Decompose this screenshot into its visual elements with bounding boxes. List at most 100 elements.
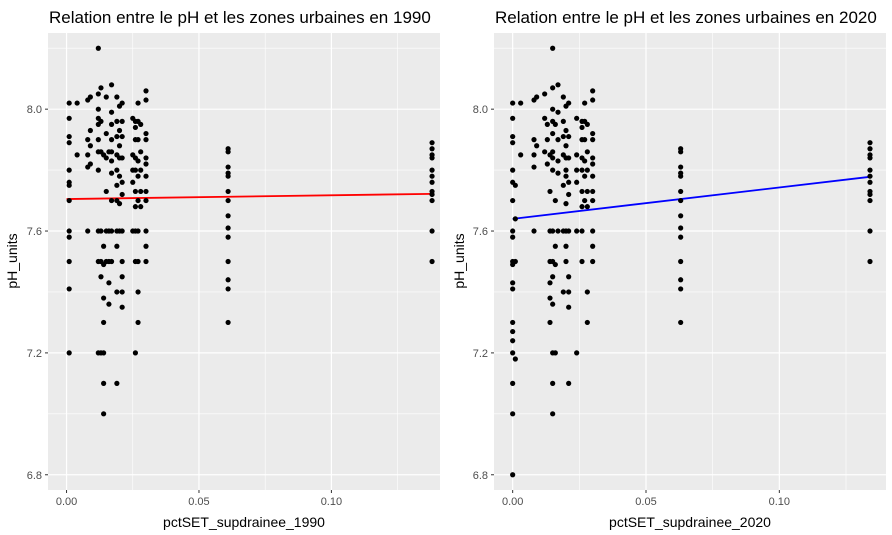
x-tick-label: 0.10 — [769, 496, 790, 508]
data-point — [103, 130, 109, 137]
data-point — [510, 319, 516, 326]
data-point — [590, 243, 596, 249]
data-point — [108, 137, 115, 143]
data-point — [584, 167, 590, 173]
data-point — [547, 188, 553, 195]
y-axis-label: pH_units — [451, 233, 467, 288]
data-point — [103, 94, 109, 100]
data-point — [512, 182, 518, 188]
data-point — [574, 179, 580, 185]
data-point — [225, 164, 231, 170]
data-point — [550, 274, 556, 280]
data-point — [550, 106, 556, 112]
data-point — [542, 149, 548, 155]
data-point — [867, 191, 873, 198]
data-point — [566, 133, 572, 140]
data-point — [550, 411, 556, 417]
data-point — [95, 45, 101, 51]
data-point — [103, 155, 109, 161]
data-point — [678, 149, 684, 155]
data-point — [678, 258, 684, 265]
data-point — [225, 258, 231, 265]
data-point — [510, 228, 516, 234]
data-point — [66, 115, 72, 121]
data-point — [66, 228, 72, 234]
data-point — [108, 170, 115, 176]
data-point — [563, 201, 569, 207]
data-point — [512, 356, 518, 362]
data-point — [590, 155, 596, 161]
data-point — [590, 173, 596, 179]
data-point — [531, 152, 537, 158]
data-point — [552, 261, 558, 268]
data-point — [584, 319, 590, 326]
data-point — [555, 158, 561, 164]
data-point — [552, 243, 558, 249]
data-point — [101, 411, 107, 417]
data-point — [542, 91, 548, 97]
data-point — [119, 133, 125, 140]
trend-line — [512, 175, 871, 220]
x-tick-label: 0.05 — [188, 496, 209, 508]
data-point — [550, 155, 556, 161]
data-point — [550, 85, 556, 91]
data-point — [566, 228, 572, 234]
data-point — [544, 121, 550, 127]
data-point — [429, 140, 435, 146]
data-point — [85, 228, 91, 234]
data-point — [510, 133, 516, 140]
x-tick-label: 0.05 — [635, 496, 656, 508]
data-point — [119, 191, 125, 198]
data-point — [101, 243, 107, 249]
data-point — [510, 472, 516, 478]
data-point — [560, 94, 566, 100]
data-point — [143, 188, 149, 195]
regression-line — [512, 175, 871, 220]
data-point — [101, 380, 107, 386]
data-point — [116, 201, 123, 207]
data-point — [225, 149, 231, 155]
data-point — [574, 167, 580, 173]
data-point — [143, 228, 149, 234]
data-point — [590, 188, 596, 195]
data-point — [544, 137, 550, 143]
data-point — [101, 295, 107, 301]
data-point — [579, 258, 585, 265]
data-point — [87, 161, 93, 167]
data-point — [563, 127, 569, 134]
data-point — [584, 188, 590, 195]
data-point — [66, 258, 72, 265]
data-point — [225, 286, 231, 292]
axis-ticks: 6.8 7.2 7.6 8.0 0.00 0.05 0.10 — [27, 104, 342, 508]
data-point — [510, 140, 516, 146]
data-point — [114, 118, 120, 124]
data-point — [566, 380, 572, 386]
data-point — [119, 304, 125, 310]
data-point — [429, 173, 435, 179]
data-point — [563, 258, 569, 265]
data-point — [510, 286, 516, 292]
data-point — [130, 179, 136, 185]
data-point — [550, 45, 556, 51]
data-point — [552, 350, 558, 356]
data-point — [108, 158, 115, 164]
data-point — [867, 228, 873, 234]
x-tick-label: 0.00 — [56, 496, 77, 508]
data-point — [678, 225, 684, 231]
data-point — [582, 173, 588, 179]
data-point — [143, 258, 149, 265]
data-point — [531, 164, 537, 170]
data-point — [560, 133, 566, 140]
data-point — [550, 301, 556, 307]
data-point — [225, 319, 231, 326]
data-point — [566, 289, 572, 295]
data-point — [135, 158, 141, 164]
data-point — [108, 228, 115, 234]
data-point — [560, 182, 566, 188]
data-point — [119, 228, 125, 234]
data-point — [132, 188, 139, 195]
data-point — [544, 161, 550, 167]
data-point — [74, 100, 80, 106]
data-point — [143, 155, 149, 161]
y-tick-label: 6.8 — [473, 470, 488, 482]
